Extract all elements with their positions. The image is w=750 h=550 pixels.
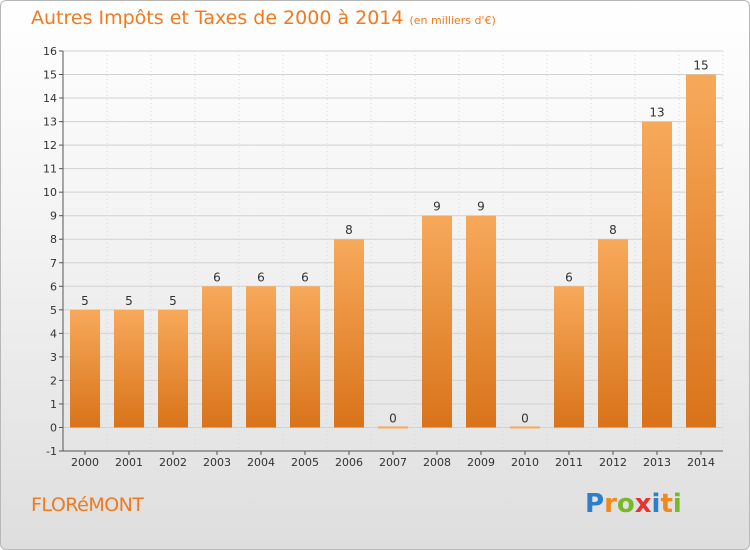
y-tick-label: 4 <box>50 327 57 340</box>
data-label: 0 <box>389 411 397 425</box>
y-tick-label: 1 <box>50 398 57 411</box>
y-tick-label: 11 <box>43 163 57 176</box>
y-tick-label: 2 <box>50 374 57 387</box>
x-tick-label: 2014 <box>687 456 715 469</box>
bar <box>466 215 496 428</box>
x-tick-label: 2007 <box>379 456 407 469</box>
data-label: 5 <box>125 294 133 308</box>
y-tick-label: 15 <box>43 69 57 82</box>
data-label: 5 <box>169 294 177 308</box>
bar <box>290 286 320 428</box>
x-tick-label: 2004 <box>247 456 275 469</box>
x-tick-label: 2006 <box>335 456 363 469</box>
y-tick-label: 3 <box>50 351 57 364</box>
logo-letter: t <box>660 489 673 519</box>
y-tick-label: 12 <box>43 139 57 152</box>
bar <box>158 309 188 428</box>
data-label: 8 <box>345 223 353 237</box>
bar <box>686 74 716 428</box>
logo-letter: i <box>672 489 682 519</box>
data-label: 6 <box>257 270 265 284</box>
data-label: 8 <box>609 223 617 237</box>
y-tick-label: 8 <box>50 233 57 246</box>
x-tick-label: 2009 <box>467 456 495 469</box>
chart-title-text: Autres Impôts et Taxes de 2000 à 2014 <box>31 7 404 29</box>
data-label: 13 <box>649 106 664 120</box>
y-tick-label: 5 <box>50 304 57 317</box>
bar <box>642 121 672 428</box>
logo-letter: x <box>634 489 652 519</box>
y-tick-label: 14 <box>43 92 57 105</box>
x-tick-label: 2000 <box>71 456 99 469</box>
bar <box>554 286 584 428</box>
data-label: 9 <box>433 200 441 214</box>
x-tick-label: 2003 <box>203 456 231 469</box>
bar <box>422 215 452 428</box>
x-tick-label: 2011 <box>555 456 583 469</box>
x-tick-label: 2013 <box>643 456 671 469</box>
x-tick-label: 2008 <box>423 456 451 469</box>
data-label: 0 <box>521 411 529 425</box>
bar <box>598 239 628 428</box>
logo-letter: i <box>651 489 661 519</box>
y-tick-label: 10 <box>43 186 57 199</box>
commune-name: FLORéMONT <box>31 494 144 516</box>
y-tick-label: 13 <box>43 116 57 129</box>
data-label: 15 <box>693 59 708 73</box>
y-tick-label: 9 <box>50 210 57 223</box>
bar <box>114 309 144 428</box>
bar <box>70 309 100 428</box>
bar <box>334 239 364 428</box>
data-label: 5 <box>81 294 89 308</box>
x-tick-label: 2002 <box>159 456 187 469</box>
x-tick-label: 2005 <box>291 456 319 469</box>
x-tick-label: 2012 <box>599 456 627 469</box>
y-tick-label: 0 <box>50 421 57 434</box>
x-tick-label: 2001 <box>115 456 143 469</box>
chart-title: Autres Impôts et Taxes de 2000 à 2014 (en… <box>31 7 496 29</box>
proxiti-logo: Proxiti <box>585 489 682 519</box>
bar <box>202 286 232 428</box>
data-label: 6 <box>301 270 309 284</box>
logo-letter: P <box>585 489 605 519</box>
bar <box>246 286 276 428</box>
chart-subtitle: (en milliers d'€) <box>409 14 496 27</box>
y-tick-label: -1 <box>46 445 57 458</box>
y-tick-label: 7 <box>50 257 57 270</box>
y-tick-label: 16 <box>43 45 57 58</box>
data-label: 9 <box>477 200 485 214</box>
data-label: 6 <box>565 270 573 284</box>
y-tick-label: 6 <box>50 280 57 293</box>
logo-letter: r <box>604 489 617 519</box>
bar <box>510 426 540 429</box>
data-label: 6 <box>213 270 221 284</box>
bar <box>378 426 408 429</box>
x-tick-label: 2010 <box>511 456 539 469</box>
logo-letter: o <box>616 489 635 519</box>
